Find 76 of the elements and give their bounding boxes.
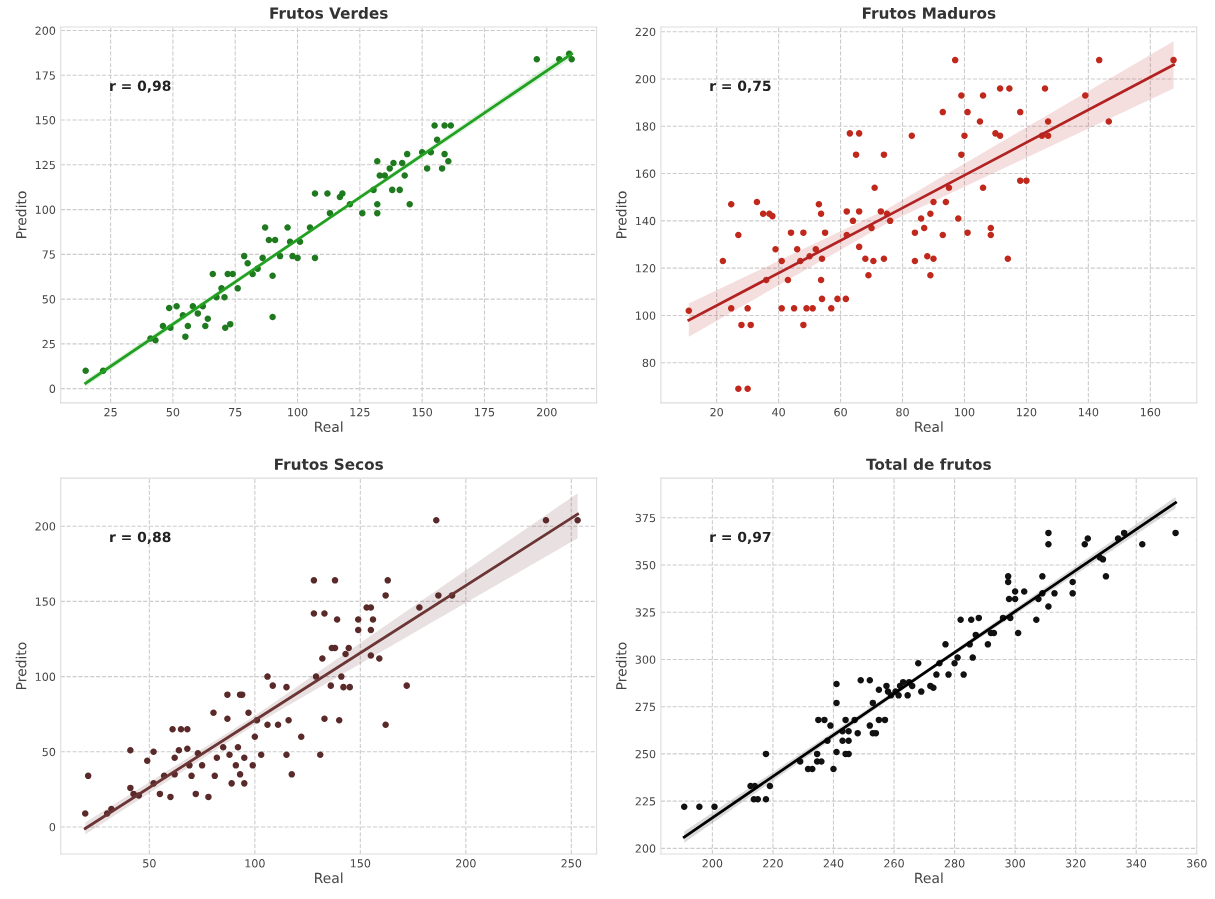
x-tick-label: 320 — [1065, 859, 1086, 868]
y-tick-label: 325 — [635, 608, 656, 617]
x-tick-label: 200 — [702, 859, 723, 868]
x-tick-label: 260 — [884, 859, 904, 868]
y-tick-label: 180 — [636, 122, 656, 131]
x-tick-label: 280 — [944, 859, 965, 868]
y-tick-label: 100 — [35, 672, 56, 681]
x-tick-label: 60 — [834, 407, 847, 417]
y-tick-label: 120 — [636, 264, 656, 273]
x-tick-label: 200 — [536, 407, 557, 417]
annotation: r = 0,97 — [710, 531, 771, 544]
y-tick-label: 250 — [635, 749, 656, 759]
x-tick-label: 160 — [1140, 407, 1161, 417]
x-axis-title: Real — [915, 872, 943, 884]
x-tick-label: 100 — [288, 407, 308, 417]
y-tick-label: 125 — [35, 160, 55, 170]
y-tick-label: 140 — [636, 216, 656, 226]
x-tick-label: 120 — [1017, 407, 1037, 417]
x-tick-label: 150 — [350, 859, 371, 868]
y-tick-label: 300 — [635, 655, 656, 664]
y-tick-label: 0 — [49, 384, 56, 393]
y-tick-label: 100 — [636, 311, 656, 320]
y-tick-label: 150 — [35, 116, 56, 125]
y-axis-title: Predito — [15, 191, 27, 238]
y-tick-label: 200 — [635, 844, 656, 853]
x-axis-title: Real — [915, 421, 943, 433]
y-tick-label: 50 — [42, 747, 56, 757]
x-tick-label: 220 — [763, 859, 783, 868]
x-tick-label: 50 — [143, 859, 156, 868]
chart-title: Total de frutos — [866, 458, 991, 470]
x-tick-label: 25 — [104, 407, 117, 417]
y-axis-title: Predito — [615, 191, 627, 238]
x-tick-label: 100 — [955, 407, 975, 417]
x-tick-label: 360 — [1187, 859, 1207, 868]
x-tick-label: 175 — [475, 408, 495, 417]
y-tick-label: 225 — [635, 797, 656, 806]
x-tick-label: 20 — [710, 407, 723, 417]
annotation: r = 0,88 — [110, 531, 171, 544]
x-tick-label: 340 — [1126, 859, 1147, 868]
x-tick-label: 140 — [1078, 407, 1099, 417]
y-axis-title: Predito — [15, 642, 27, 690]
x-axis-title: Real — [315, 421, 343, 433]
y-tick-label: 100 — [35, 205, 56, 214]
x-tick-label: 40 — [772, 407, 785, 417]
y-tick-label: 200 — [635, 74, 656, 84]
x-tick-label: 50 — [166, 407, 180, 417]
y-tick-label: 50 — [42, 295, 56, 304]
x-tick-label: 200 — [456, 859, 476, 868]
y-tick-label: 160 — [636, 169, 656, 178]
chart-title: Frutos Verdes — [270, 7, 388, 19]
x-axis-title: Real — [315, 872, 343, 884]
y-tick-label: 200 — [35, 26, 56, 35]
x-tick-label: 125 — [350, 407, 370, 417]
y-tick-label: 75 — [42, 250, 55, 259]
y-tick-label: 220 — [635, 27, 656, 37]
x-tick-label: 150 — [412, 407, 433, 417]
y-tick-label: 175 — [35, 71, 55, 80]
x-tick-label: 250 — [561, 859, 582, 868]
chart-title: Frutos Secos — [275, 458, 384, 470]
x-tick-label: 80 — [896, 407, 909, 417]
x-tick-label: 300 — [1005, 859, 1025, 868]
y-axis-title: Predito — [615, 642, 627, 690]
y-tick-label: 200 — [35, 522, 56, 531]
y-tick-label: 0 — [49, 822, 56, 832]
y-tick-label: 275 — [635, 702, 656, 712]
y-tick-label: 80 — [642, 358, 656, 368]
y-tick-label: 375 — [635, 513, 656, 523]
chart-title: Frutos Maduros — [862, 7, 996, 19]
x-tick-label: 240 — [823, 859, 844, 868]
annotation: r = 0,75 — [710, 80, 771, 93]
y-tick-label: 25 — [42, 339, 55, 349]
x-tick-label: 100 — [245, 859, 265, 868]
y-tick-label: 150 — [35, 597, 56, 606]
x-tick-label: 75 — [229, 408, 242, 417]
y-tick-label: 350 — [635, 560, 656, 570]
annotation: r = 0,98 — [110, 80, 171, 93]
